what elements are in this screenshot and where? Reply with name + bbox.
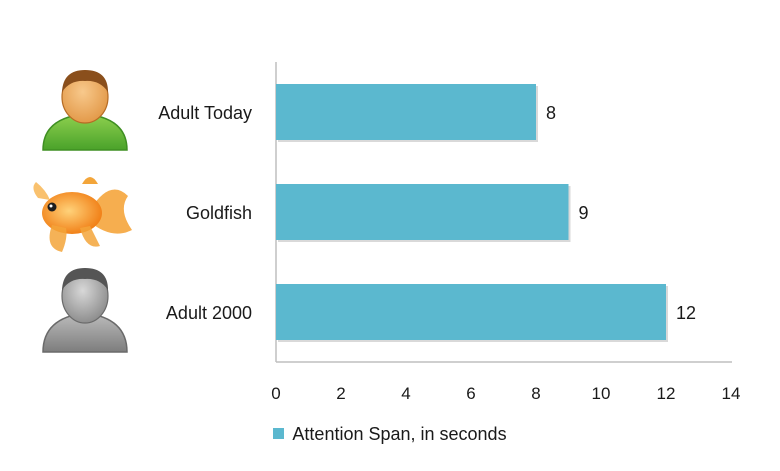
x-tick-label: 6 (466, 384, 475, 403)
x-tick-label: 10 (592, 384, 611, 403)
legend-swatch (273, 428, 285, 439)
category-label: Adult Today (158, 103, 252, 123)
bar (276, 184, 569, 240)
person-gray-icon (42, 268, 128, 353)
legend: Attention Span, in seconds (0, 424, 780, 445)
goldfish-icon (33, 177, 132, 252)
bar (276, 284, 666, 340)
category-label: Goldfish (186, 203, 252, 223)
data-label: 12 (676, 303, 696, 323)
category-label: Adult 2000 (166, 303, 252, 323)
x-tick-label: 4 (401, 384, 410, 403)
data-label: 9 (579, 203, 589, 223)
x-tick-label: 2 (336, 384, 345, 403)
x-tick-label: 12 (657, 384, 676, 403)
bar (276, 84, 536, 140)
person-green-icon (42, 70, 128, 151)
x-tick-label: 14 (722, 384, 741, 403)
x-tick-label: 0 (271, 384, 280, 403)
data-label: 8 (546, 103, 556, 123)
x-tick-label: 8 (531, 384, 540, 403)
legend-label: Attention Span, in seconds (292, 424, 507, 444)
